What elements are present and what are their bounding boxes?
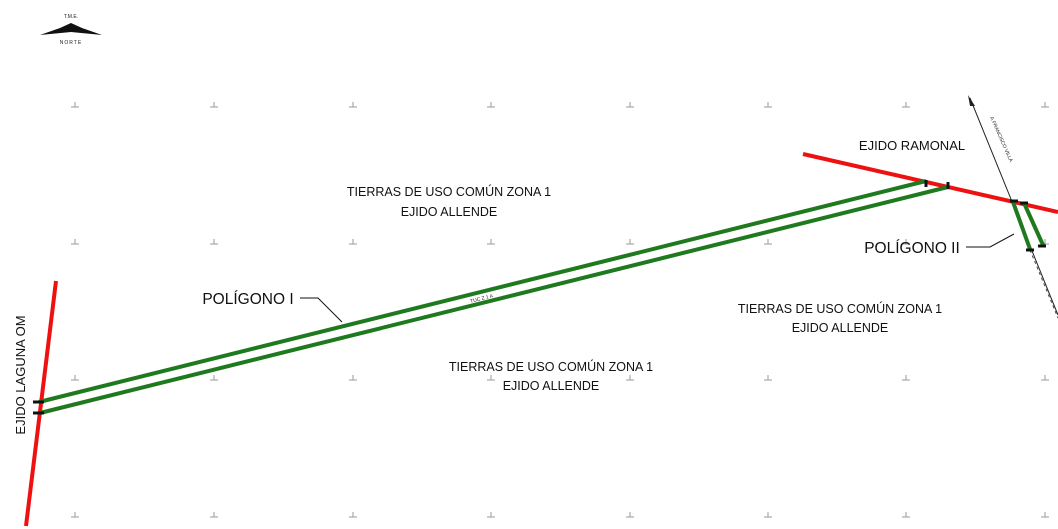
ejido-laguna-label: EJIDO LAGUNA OM — [13, 315, 28, 434]
grid-cross — [902, 102, 910, 108]
grid-cross — [1041, 102, 1049, 108]
road-label-francisco-villa: A FRANCISCO VILLA — [988, 116, 1014, 164]
grid-cross — [210, 239, 218, 245]
grid-cross — [349, 375, 357, 381]
poligono-1-leader — [300, 297, 343, 323]
north-arrow: T.M.E. NORTE — [40, 14, 102, 46]
grid-cross — [71, 375, 79, 381]
road-arrow-icon — [968, 95, 975, 106]
north-arrow-icon — [40, 23, 102, 35]
grid-cross — [349, 512, 357, 518]
poligono-2-edge-west — [1011, 201, 1032, 250]
zona-bottom-label-line2: EJIDO ALLENDE — [503, 379, 600, 393]
grid-cross — [902, 512, 910, 518]
poligono-2-leader — [966, 233, 1015, 248]
grid-crosses — [71, 102, 1049, 518]
grid-cross — [210, 102, 218, 108]
zona-top-label-line1: TIERRAS DE USO COMÚN ZONA 1 — [347, 184, 551, 199]
grid-cross — [1041, 512, 1049, 518]
grid-cross — [764, 512, 772, 518]
grid-cross — [764, 239, 772, 245]
grid-cross — [764, 102, 772, 108]
road-line-dashed — [1029, 249, 1058, 319]
grid-cross — [349, 102, 357, 108]
poligono-1-end-ticks — [33, 180, 950, 415]
poligono-1-edge-south — [39, 185, 949, 415]
grid-cross — [487, 239, 495, 245]
grid-cross — [626, 102, 634, 108]
zona-bottom-label-line1: TIERRAS DE USO COMÚN ZONA 1 — [449, 359, 653, 374]
poligono-1-label: POLÍGONO I — [202, 291, 293, 308]
poligono-2-end-ticks — [1010, 199, 1046, 252]
grid-cross — [626, 239, 634, 245]
grid-cross — [902, 239, 910, 245]
grid-cross — [71, 102, 79, 108]
grid-cross — [349, 239, 357, 245]
zona-right-label-line1: TIERRAS DE USO COMÚN ZONA 1 — [738, 301, 942, 316]
grid-cross — [1041, 375, 1049, 381]
zona-right-label-line2: EJIDO ALLENDE — [792, 321, 889, 335]
poligono-2-label: POLÍGONO II — [864, 240, 960, 257]
grid-cross — [210, 375, 218, 381]
grid-cross — [487, 375, 495, 381]
ejido-ramonal-label: EJIDO RAMONAL — [859, 138, 965, 153]
zona-top-label-line2: EJIDO ALLENDE — [401, 205, 498, 219]
grid-cross — [487, 102, 495, 108]
north-arrow-top-text: T.M.E. — [64, 14, 78, 20]
grid-cross — [626, 512, 634, 518]
north-arrow-bottom-text: NORTE — [60, 40, 82, 46]
grid-cross — [71, 239, 79, 245]
grid-cross — [764, 375, 772, 381]
grid-cross — [902, 375, 910, 381]
poligono-1-edge-north — [38, 179, 927, 404]
grid-cross — [71, 512, 79, 518]
grid-cross — [487, 512, 495, 518]
grid-cross — [210, 512, 218, 518]
grid-cross — [626, 375, 634, 381]
poligono-2-edge-east — [1022, 202, 1045, 246]
poligono-1-strip-text: TUC Z 1 A — [470, 293, 495, 305]
